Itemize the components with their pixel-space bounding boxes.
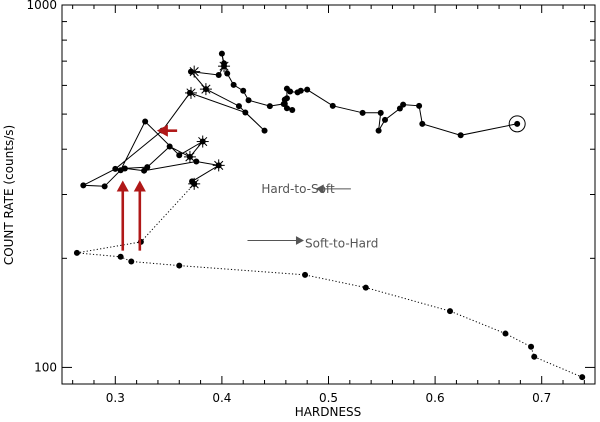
y-tick-label: 1000 <box>26 0 57 12</box>
x-axis-label: HARDNESS <box>295 405 362 419</box>
red-arrow-head <box>133 180 146 192</box>
data-point <box>419 120 426 127</box>
star-stroke <box>189 67 199 77</box>
data-point <box>141 167 148 174</box>
y-tick-label: 100 <box>34 360 57 374</box>
data-point <box>283 105 290 112</box>
data-point <box>240 87 247 94</box>
x-tick-label: 0.4 <box>212 391 231 405</box>
star-stroke <box>201 84 211 94</box>
star-stroke <box>189 179 199 189</box>
data-point <box>176 262 183 269</box>
marker-layer <box>73 50 586 381</box>
red-arrow-head <box>116 180 129 192</box>
red-arrow <box>133 180 146 251</box>
star-stroke <box>219 61 229 71</box>
data-point <box>289 107 296 114</box>
annotation-arrow <box>247 236 304 245</box>
star-marker <box>188 65 201 78</box>
circled-point-ring <box>508 115 526 133</box>
data-point <box>579 374 586 381</box>
data-point <box>329 102 336 109</box>
data-point <box>166 143 173 150</box>
dotted-track-line <box>76 183 583 378</box>
data-point <box>218 50 225 57</box>
data-point <box>142 118 149 125</box>
star-stroke <box>186 88 196 98</box>
y-axis-label: COUNT RATE (counts/s) <box>2 125 16 265</box>
data-point <box>230 81 237 88</box>
data-point <box>375 127 382 134</box>
star-marker <box>199 83 212 96</box>
annotation-text: Hard-to-Soft <box>261 182 335 196</box>
axis-tick-labels: 0.3 0.4 0.5 0.6 0.7 100 1000 <box>26 0 551 405</box>
star-marker <box>218 60 231 73</box>
annotation-layer: Hard-to-Soft Soft-to-Hard <box>247 182 378 250</box>
data-point <box>283 85 290 92</box>
star-stroke <box>185 152 195 162</box>
red-arrow-head <box>156 124 168 137</box>
data-point <box>457 132 464 139</box>
data-point <box>193 158 200 165</box>
series-layer <box>76 53 583 378</box>
data-point <box>117 253 124 260</box>
data-point <box>447 308 454 315</box>
data-point <box>128 258 135 265</box>
data-point <box>528 343 535 350</box>
data-point <box>362 284 369 291</box>
data-point <box>176 152 183 159</box>
x-tick-label: 0.5 <box>319 391 338 405</box>
arrow-layer <box>116 124 178 251</box>
annotation-arrow <box>315 184 351 194</box>
annotation-arrow-head <box>295 236 304 245</box>
data-point <box>531 353 538 360</box>
red-arrow <box>156 124 178 137</box>
data-point <box>396 105 403 112</box>
star-stroke <box>214 160 224 170</box>
star-marker <box>196 135 209 148</box>
star-marker <box>212 159 225 172</box>
data-point <box>112 165 119 172</box>
data-point <box>294 89 301 96</box>
star-stroke <box>198 136 208 147</box>
data-point <box>304 86 311 93</box>
star-marker <box>184 86 197 99</box>
data-point <box>281 100 288 107</box>
data-point <box>514 120 521 127</box>
data-point <box>224 70 231 77</box>
data-point <box>80 182 87 189</box>
data-point <box>502 330 509 337</box>
star-marker <box>188 177 201 190</box>
data-point <box>235 103 242 110</box>
data-point <box>73 249 80 256</box>
data-point <box>261 127 268 134</box>
data-point <box>215 71 222 78</box>
data-point <box>266 103 273 110</box>
data-point <box>242 109 249 116</box>
data-point <box>359 109 366 116</box>
axis-ticks <box>62 4 595 385</box>
data-point <box>377 109 384 116</box>
data-point <box>416 102 423 109</box>
data-point <box>245 97 252 104</box>
data-point <box>381 116 388 123</box>
annotation-arrow-head <box>315 184 324 194</box>
x-tick-label: 0.6 <box>426 391 445 405</box>
data-point <box>101 183 108 190</box>
x-tick-label: 0.7 <box>532 391 551 405</box>
x-tick-label: 0.3 <box>106 391 125 405</box>
star-marker <box>183 150 196 163</box>
annotation-text: Soft-to-Hard <box>305 236 378 250</box>
red-arrow <box>116 180 129 251</box>
data-point <box>121 165 128 172</box>
data-point <box>302 271 309 278</box>
